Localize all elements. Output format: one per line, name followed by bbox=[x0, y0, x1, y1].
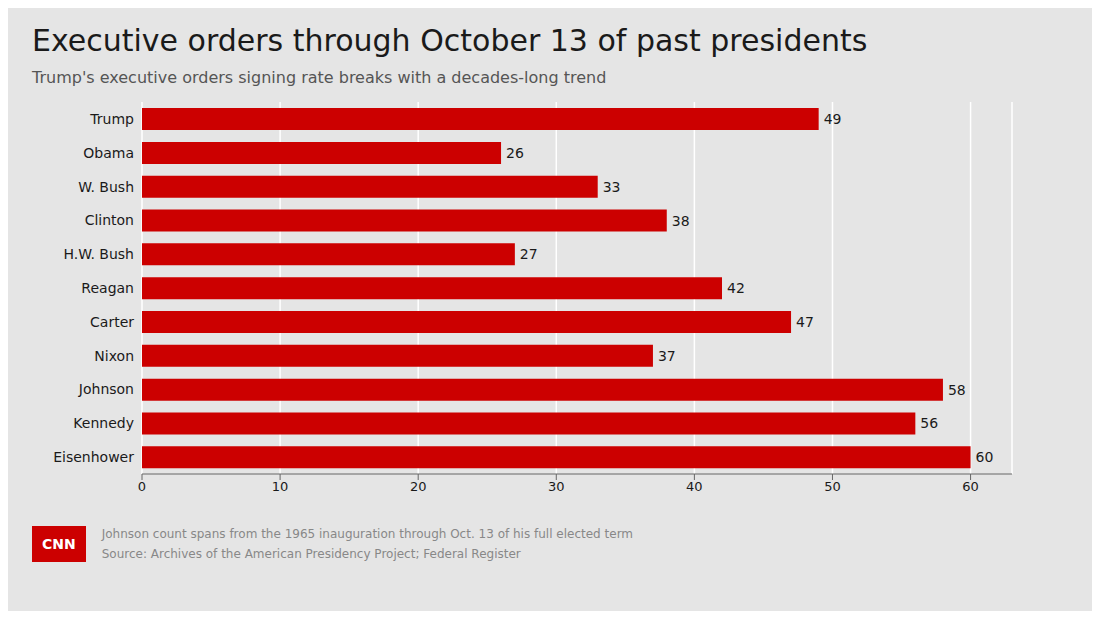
html-text:Executive orders through Octob: Executive orders through October 13 of p… bbox=[32, 23, 868, 58]
svg-text:Trump: Trump bbox=[89, 111, 134, 127]
svg-text:Obama: Obama bbox=[83, 145, 134, 161]
svg-text:27: 27 bbox=[520, 246, 538, 262]
svg-text:38: 38 bbox=[672, 213, 690, 229]
svg-text:Clinton: Clinton bbox=[85, 212, 134, 228]
svg-text:40: 40 bbox=[686, 479, 703, 494]
svg-text:Carter: Carter bbox=[90, 314, 134, 330]
svg-text:Nixon: Nixon bbox=[94, 348, 134, 364]
svg-text:33: 33 bbox=[603, 179, 621, 195]
html-text:Trump's executive orders signi: Trump's executive orders signing rate br… bbox=[32, 68, 607, 87]
svg-text:26: 26 bbox=[506, 145, 524, 161]
svg-text:Johnson: Johnson bbox=[78, 381, 134, 397]
svg-text:50: 50 bbox=[824, 479, 841, 494]
html-text:CNN: CNN bbox=[42, 536, 76, 552]
svg-text:30: 30 bbox=[548, 479, 565, 494]
svg-text:60: 60 bbox=[962, 479, 979, 494]
svg-text:20: 20 bbox=[410, 479, 427, 494]
svg-text:10: 10 bbox=[272, 479, 289, 494]
svg-text:W. Bush: W. Bush bbox=[78, 179, 134, 195]
html-text:Source: Archives of the Americ: Source: Archives of the American Preside… bbox=[101, 547, 521, 561]
svg-text:0: 0 bbox=[138, 479, 146, 494]
svg-text:49: 49 bbox=[824, 111, 842, 127]
svg-text:47: 47 bbox=[796, 314, 814, 330]
svg-text:42: 42 bbox=[727, 280, 745, 296]
svg-text:Kennedy: Kennedy bbox=[73, 415, 134, 431]
html-text:Johnson count spans from the 1: Johnson count spans from the 1965 inaugu… bbox=[101, 527, 633, 541]
svg-text:56: 56 bbox=[920, 415, 938, 431]
svg-text:Reagan: Reagan bbox=[81, 280, 134, 296]
svg-text:60: 60 bbox=[976, 449, 994, 465]
svg-text:H.W. Bush: H.W. Bush bbox=[63, 246, 134, 262]
svg-text:58: 58 bbox=[948, 382, 966, 398]
svg-text:37: 37 bbox=[658, 348, 676, 364]
svg-text:Eisenhower: Eisenhower bbox=[53, 449, 134, 465]
